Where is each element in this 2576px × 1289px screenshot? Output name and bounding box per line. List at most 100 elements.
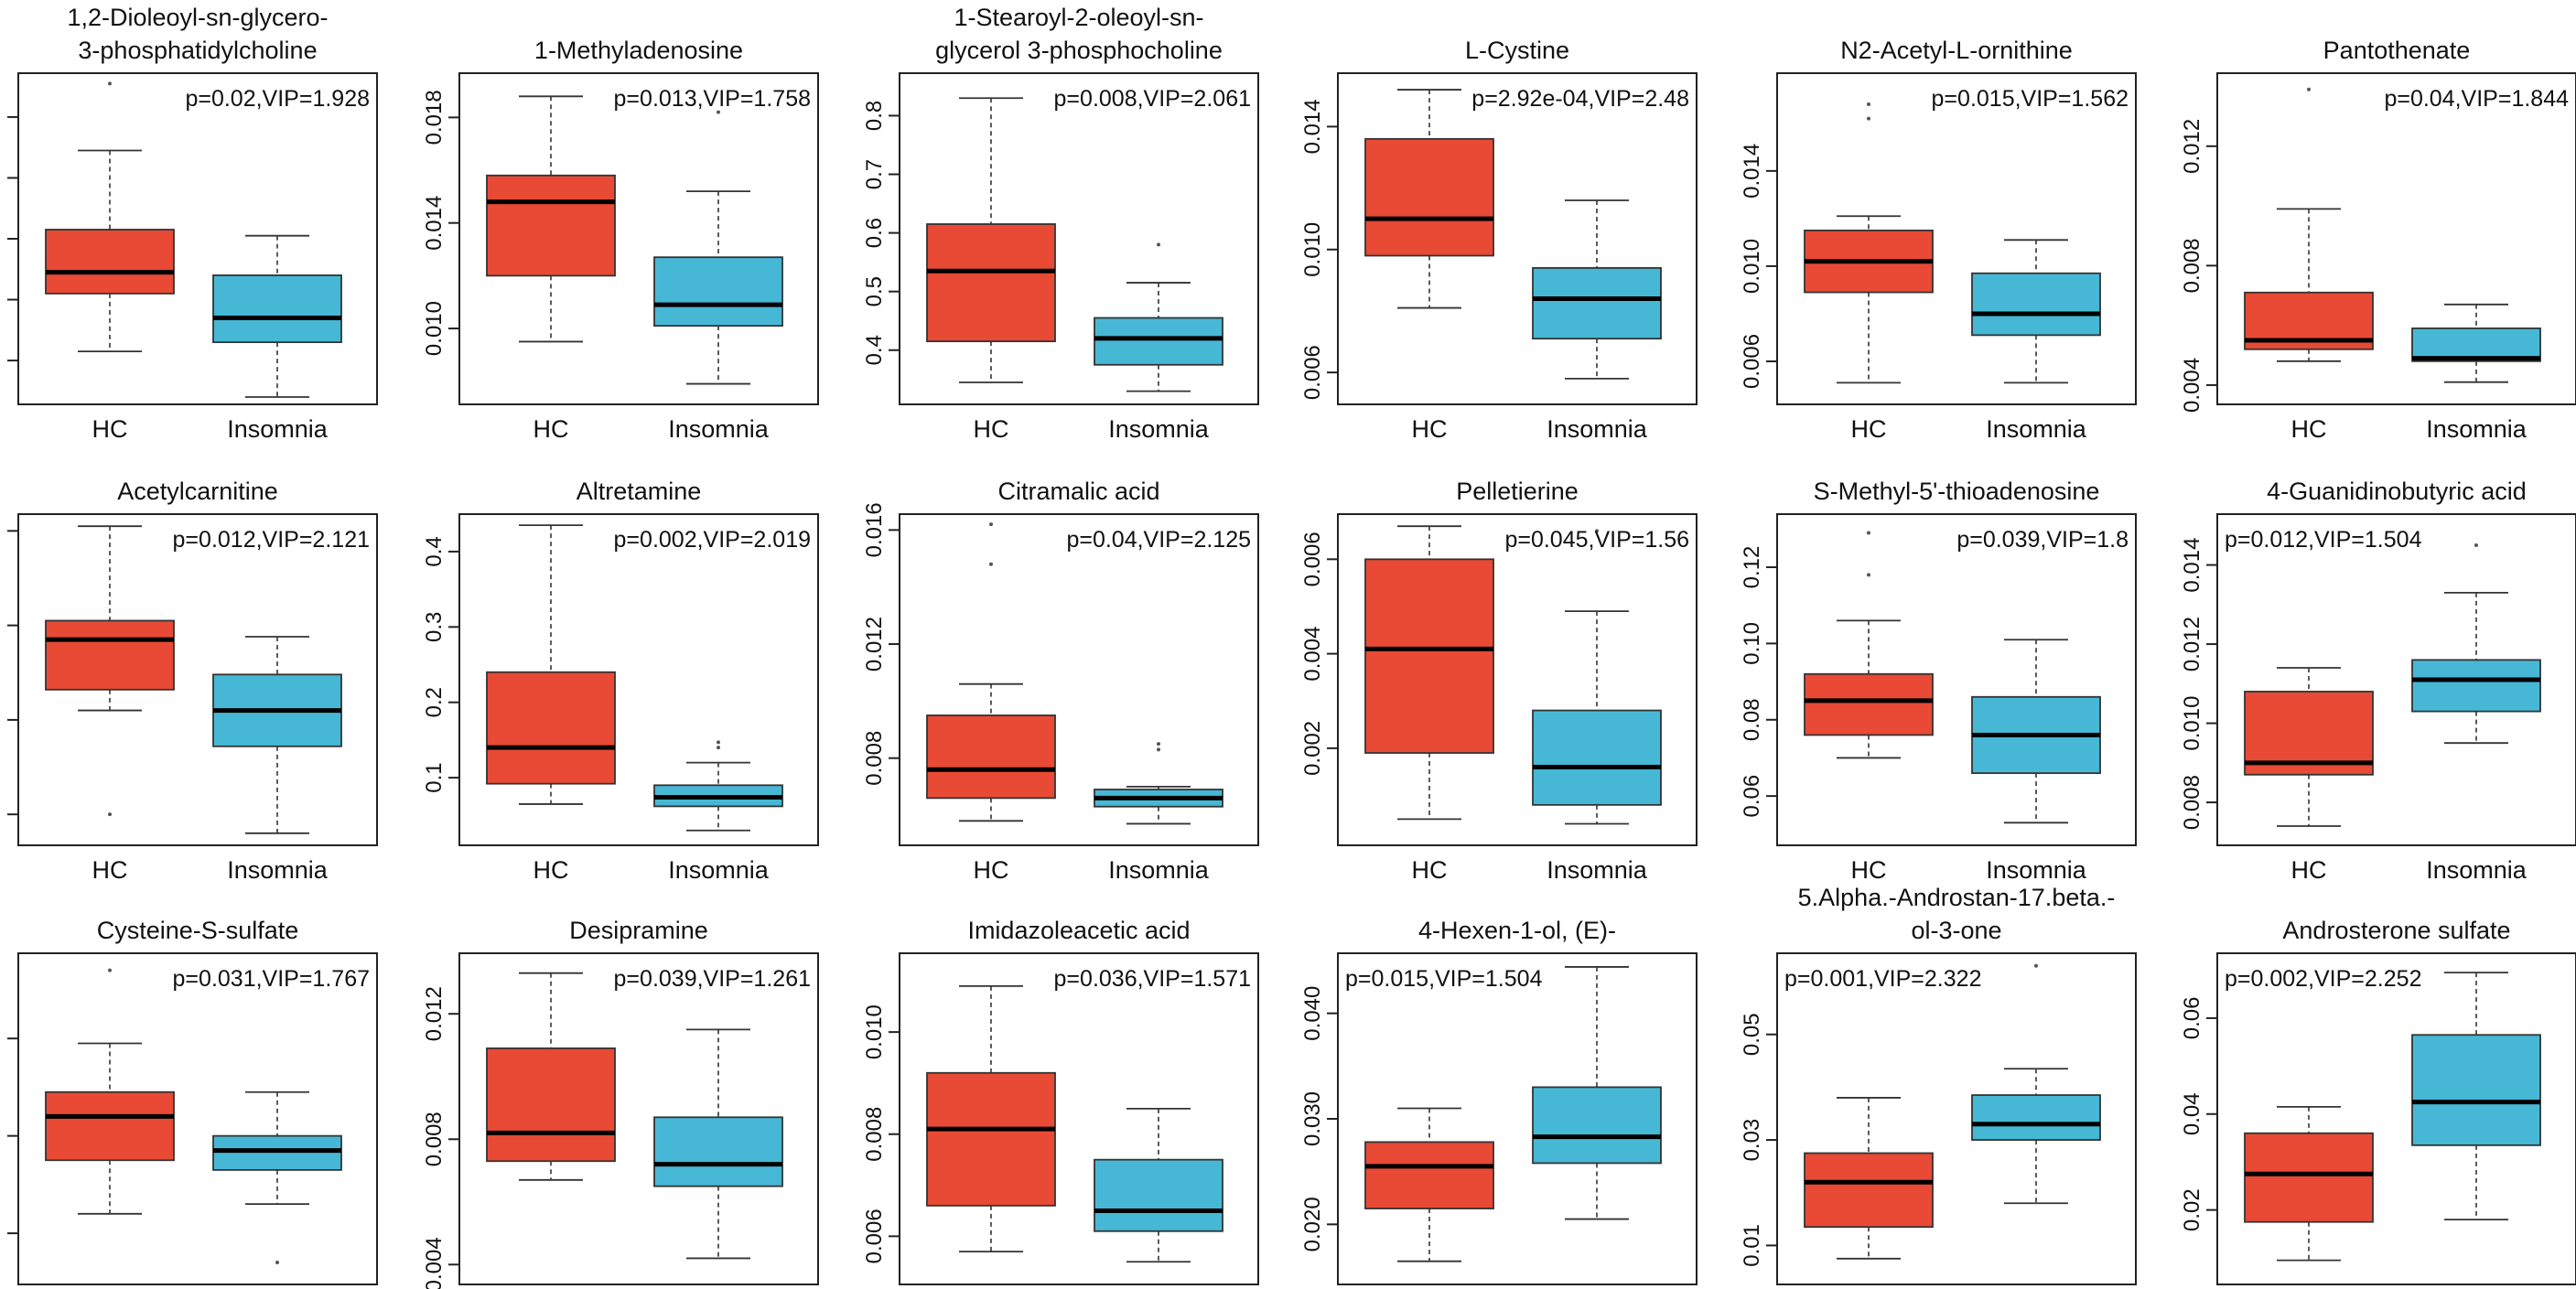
x-category-label: Insomnia (1108, 856, 1210, 884)
iqr-box (1532, 267, 1662, 340)
outlier-point (1595, 529, 1599, 533)
box-hc (926, 522, 1056, 822)
iqr-box (1532, 709, 1662, 806)
plot-frame (899, 72, 1259, 405)
y-tick-label: 0.030 (1300, 1091, 1325, 1146)
outlier-point (2034, 963, 2038, 968)
iqr-box (926, 1071, 1056, 1207)
boxplot-panel: Pelletierine 0.002 0.004 0.006 HC Insomnia p=0… (1300, 478, 1698, 884)
box-hc (1804, 1097, 1934, 1260)
y-tick-label: 0.014 (422, 196, 447, 251)
x-category-label: Insomnia (2426, 856, 2527, 884)
panel-title: L-Cystine (1465, 37, 1569, 64)
y-tick-label: 0.01 (1740, 1224, 1764, 1267)
x-category-label: HC (974, 415, 1009, 443)
box-hc (2244, 667, 2374, 827)
x-category-label: HC (974, 856, 1009, 884)
panel-title: 1-Methyladenosine (534, 37, 743, 64)
iqr-box (1094, 1158, 1223, 1232)
x-category-label: Insomnia (1986, 856, 2087, 884)
stats-annotation: p=0.008,VIP=2.061 (1054, 86, 1251, 112)
y-tick-label: 0.010 (1300, 222, 1325, 277)
panel-title: Imidazoleacetic acid (967, 917, 1190, 944)
y-tick-label: 0.6 (0, 163, 5, 193)
x-category-label: HC (92, 856, 128, 884)
stats-annotation: p=0.02,VIP=1.928 (185, 86, 370, 112)
stats-annotation: p=0.002,VIP=2.252 (2225, 966, 2421, 992)
y-tick-label: 0.3 (422, 612, 447, 642)
panel-title: 1,2-Dioleoyl-sn-glycero- (67, 4, 328, 31)
box-hc (926, 985, 1056, 1252)
box-hc (1804, 531, 1934, 759)
outlier-point (717, 110, 720, 114)
stats-annotation: p=0.04,VIP=2.125 (1066, 527, 1251, 553)
panel-title: Altretamine (577, 478, 702, 505)
y-tick-label: 0.010 (1740, 239, 1764, 294)
boxplot-panel: Cysteine-S-sulfate0.0050.0070.009HCInsom… (0, 917, 378, 1285)
stats-annotation: p=0.015,VIP=1.504 (1345, 966, 1543, 992)
plot-frame (1337, 72, 1698, 405)
y-tick-label: 0.012 (2180, 119, 2204, 174)
y-tick-label: 0.010 (422, 301, 447, 356)
x-category-label: HC (534, 415, 569, 443)
box-insomnia (2411, 542, 2541, 745)
plot-frame (17, 513, 378, 846)
boxplot-panel: 4-Hexen-1-ol, (E)-0.0200.0300.040HCInsom… (1300, 917, 1698, 1285)
y-tick-label: 0.004 (1300, 627, 1325, 682)
x-category-label: HC (1851, 415, 1887, 443)
box-insomnia (1094, 742, 1223, 825)
plot-frame (1337, 513, 1698, 846)
outlier-point (2474, 542, 2478, 547)
outlier-point (717, 740, 720, 745)
panel-title: Citramalic acid (997, 478, 1159, 505)
x-category-label: HC (1412, 415, 1448, 443)
outlier-point (2307, 87, 2311, 91)
stats-annotation: p=0.001,VIP=2.322 (1784, 966, 1981, 992)
plot-frame (899, 513, 1259, 846)
y-tick-label: 0.5 (862, 276, 887, 306)
panel-title: 4-Guanidinobutyric acid (2267, 478, 2527, 505)
iqr-box (486, 174, 616, 277)
y-tick-label: 0.006 (862, 1208, 887, 1263)
iqr-box (1971, 1094, 2101, 1141)
boxplot-panel: Desipramine0.0040.0080.012HCInsomniap=0.… (422, 917, 819, 1289)
panel-title: Pelletierine (1456, 478, 1579, 505)
x-category-label: Insomnia (668, 856, 770, 884)
iqr-box (1804, 1152, 1934, 1229)
y-tick-label: 0.007 (0, 1109, 5, 1164)
x-category-label: Insomnia (227, 856, 329, 884)
outlier-point (108, 81, 112, 86)
panel-title: Pantothenate (2323, 37, 2471, 64)
box-insomnia (1532, 199, 1662, 380)
box-hc (486, 95, 616, 343)
iqr-box (1804, 672, 1934, 736)
box-hc (45, 81, 175, 352)
stats-annotation: p=0.036,VIP=1.571 (1054, 966, 1251, 992)
box-hc (486, 524, 616, 805)
x-category-label: Insomnia (2426, 415, 2527, 443)
y-tick-label: 0.05 (1740, 1013, 1764, 1056)
y-tick-label: 0.10 (1740, 622, 1764, 665)
iqr-box (2411, 328, 2541, 362)
boxplot-panel: S-Methyl-5'-thioadenosine 0.06 0.08 0.10 0.1… (1740, 478, 2137, 884)
box-hc (926, 97, 1056, 383)
x-category-label: Insomnia (668, 415, 770, 443)
iqr-box (1364, 1141, 1494, 1209)
box-hc (45, 525, 175, 817)
outlier-point (1157, 242, 1160, 247)
y-tick-label: 0.040 (1300, 986, 1325, 1041)
box-insomnia (1971, 963, 2101, 1205)
box-hc (2244, 1105, 2374, 1262)
outlier-point (989, 522, 993, 527)
outlier-point (1157, 747, 1160, 752)
stats-annotation: p=0.045,VIP=1.56 (1504, 527, 1689, 553)
iqr-box (1364, 558, 1494, 754)
box-hc (45, 968, 175, 1215)
iqr-box (1532, 1086, 1662, 1165)
iqr-box (926, 714, 1056, 800)
box-insomnia (212, 234, 342, 398)
boxplot-panel: Citramalic acid 0.008 0.012 0.016 HC Insomnia… (862, 478, 1259, 884)
y-tick-label: 4.5 (0, 704, 5, 735)
stats-annotation: p=0.04,VIP=1.844 (2384, 86, 2569, 112)
